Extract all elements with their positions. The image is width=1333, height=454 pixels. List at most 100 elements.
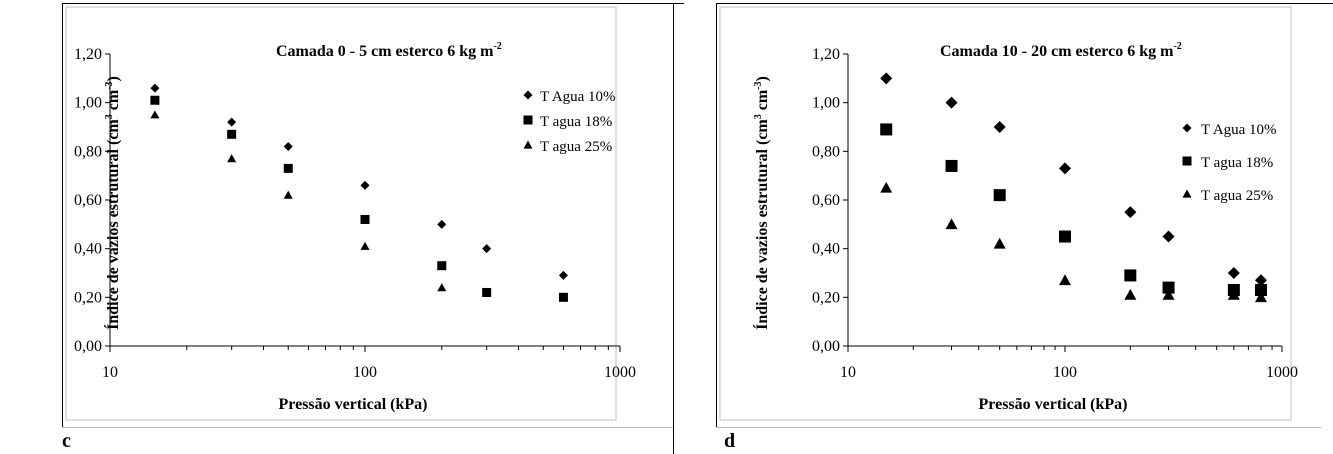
data-point-triangle <box>150 110 160 119</box>
data-point-diamond <box>1254 274 1267 287</box>
data-point-diamond <box>1162 230 1175 243</box>
data-point-square <box>880 123 893 136</box>
data-point-triangle <box>1227 288 1240 300</box>
y-tick-label: 0,60 <box>812 192 840 209</box>
series-triangle <box>150 110 447 292</box>
y-tick-label: 0,60 <box>74 192 102 209</box>
data-point-square <box>945 159 958 172</box>
data-point-triangle <box>880 181 893 193</box>
data-point-triangle <box>1124 288 1137 300</box>
y-axis-label-part: Índice de vazios estrutural (cm <box>752 119 771 330</box>
data-point-square <box>993 189 1006 202</box>
legend-label: T agua 25% <box>1201 188 1273 204</box>
frame-top-left <box>62 3 684 4</box>
frame-top-right <box>716 3 1333 4</box>
chart-title: Camada 10 - 20 cm esterco 6 kg m-2 <box>940 41 1182 60</box>
y-axis-label-superscript: 3 <box>753 114 764 119</box>
chart-title: Camada 0 - 5 cm esterco 6 kg m-2 <box>276 41 502 60</box>
x-tick-label: 1000 <box>604 364 636 381</box>
chart-title-superscript: -2 <box>493 41 501 52</box>
data-point-diamond <box>993 121 1006 133</box>
data-point-diamond <box>558 270 568 280</box>
y-axis-label-part: cm <box>105 89 122 114</box>
data-point-diamond <box>150 83 160 93</box>
legend-marker-diamond <box>523 90 533 100</box>
legend-label: T Agua 10% <box>540 89 616 105</box>
data-point-diamond <box>360 180 370 190</box>
frame-middle-divider <box>673 3 674 454</box>
y-tick-label: 0,80 <box>74 143 102 160</box>
chart-svg-c: 0,00 0,20 0,40 0,60 0,80 1,00 1,20 10 100 1000 Cam… <box>65 6 636 421</box>
data-point-square <box>1254 284 1267 297</box>
data-point-triangle <box>1059 274 1071 286</box>
chart-title-superscript: -2 <box>1173 41 1181 52</box>
y-tick-label: 0,20 <box>74 289 102 306</box>
chart-svg-d: 0,00 0,20 0,40 0,60 0,80 1,00 1,20 10 100 1000 Cam… <box>719 6 1298 421</box>
legend-label: T agua 18% <box>1201 155 1273 171</box>
legend-marker-diamond <box>1182 123 1192 133</box>
frame-left <box>62 3 63 427</box>
y-tick-label: 1,20 <box>74 46 102 63</box>
chart-panel-d: 0,00 0,20 0,40 0,60 0,80 1,00 1,20 10 100 1000 Cam… <box>680 0 1333 454</box>
chart-area-border <box>719 6 1292 421</box>
y-axis-label-part: Índice de vazios estrutural (cm <box>103 119 122 330</box>
x-tick-label: 10 <box>840 364 856 381</box>
x-tick-label: 10 <box>102 364 118 381</box>
y-tick-label: 0,00 <box>812 338 840 355</box>
y-axis-label-superscript: -3 <box>753 81 764 89</box>
legend-marker-square <box>1182 156 1192 166</box>
x-tick-label: 100 <box>1053 364 1077 381</box>
y-tick-label: 0,40 <box>812 241 840 258</box>
y-axis-label-part: ) <box>754 76 771 81</box>
series-square <box>150 95 568 302</box>
y-tick-label: 1,00 <box>74 95 102 112</box>
data-point-triangle <box>283 190 293 199</box>
data-point-square <box>283 163 293 173</box>
data-point-triangle <box>360 241 370 250</box>
frame-bottom-left <box>62 427 673 428</box>
data-point-square <box>482 287 492 297</box>
x-axis-label: Pressão vertical (kPa) <box>279 396 428 413</box>
legend-marker-square <box>523 115 533 125</box>
data-point-square <box>360 214 370 224</box>
data-point-square <box>227 129 237 139</box>
series-diamond <box>150 83 568 280</box>
y-axis-label-part: ) <box>105 76 122 81</box>
chart-title-text: Camada 0 - 5 cm esterco 6 kg m <box>276 43 494 60</box>
data-point-square <box>1059 230 1071 243</box>
legend-label: T agua 18% <box>540 114 612 130</box>
data-point-diamond <box>437 219 447 229</box>
data-point-triangle <box>945 218 958 230</box>
data-point-square <box>437 261 447 271</box>
legend-label: T agua 25% <box>540 139 612 155</box>
panel-label-c: c <box>62 430 71 452</box>
data-point-diamond <box>880 72 893 85</box>
series-diamond <box>880 72 1267 287</box>
legend-marker-triangle <box>523 140 533 149</box>
data-point-square <box>1124 269 1137 282</box>
data-point-triangle <box>437 283 447 292</box>
panel-label-d: d <box>724 430 736 452</box>
frame-bottom-right <box>716 427 1321 428</box>
y-axis-label: Índice de vazios estrutural (cm3 cm-3) <box>752 76 771 330</box>
y-tick-label: 0,80 <box>812 143 840 160</box>
data-point-square <box>1162 281 1175 294</box>
data-point-triangle <box>993 237 1006 249</box>
data-point-triangle <box>227 154 237 163</box>
x-tick-label: 1000 <box>1266 364 1298 381</box>
chart-area-border <box>65 6 617 421</box>
data-point-square <box>150 95 160 105</box>
data-point-triangle <box>1254 291 1267 303</box>
y-axis-label-superscript: -3 <box>104 81 115 89</box>
x-axis-label: Pressão vertical (kPa) <box>979 396 1128 413</box>
y-tick-label: 1,00 <box>812 95 840 112</box>
data-point-diamond <box>1059 162 1071 175</box>
y-axis-label-part: cm <box>754 89 771 114</box>
y-tick-label: 0,20 <box>812 289 840 306</box>
y-tick-label: 0,00 <box>74 338 102 355</box>
data-point-diamond <box>945 96 958 109</box>
data-point-diamond <box>1227 267 1240 279</box>
legend-label: T Agua 10% <box>1201 122 1277 138</box>
series-triangle <box>880 181 1267 303</box>
data-point-diamond <box>1124 206 1137 219</box>
